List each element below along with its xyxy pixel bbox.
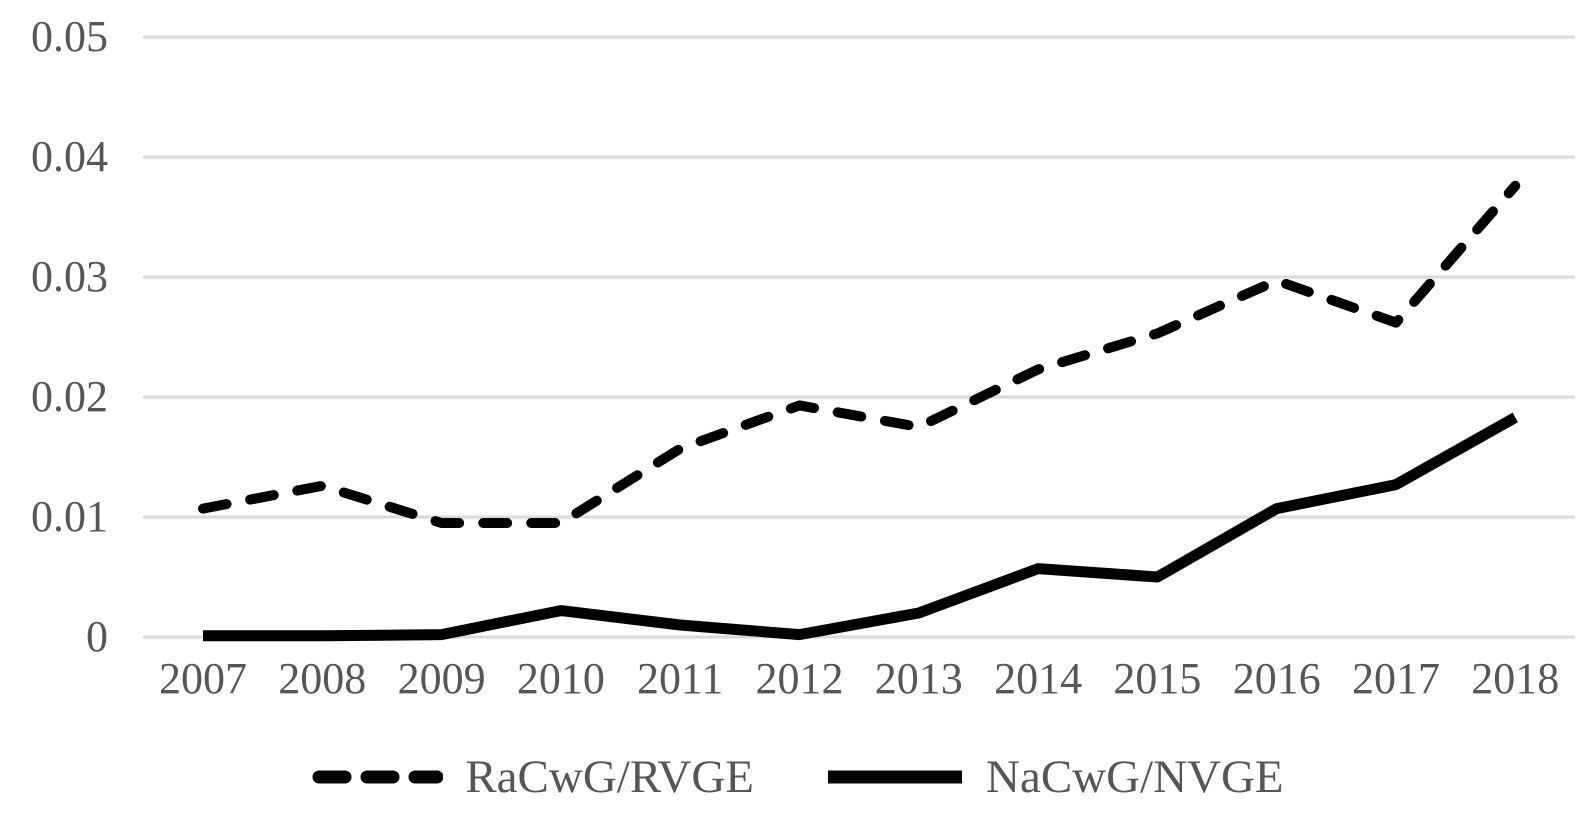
dashed-line-swatch-icon: [312, 770, 444, 784]
x-axis-tick-label: 2009: [397, 654, 486, 703]
y-axis-tick-label: 0.02: [31, 372, 108, 421]
y-axis-tick-label: 0: [86, 612, 108, 661]
x-axis-tick-label: 2018: [1471, 654, 1560, 703]
x-axis-tick-label: 2015: [1113, 654, 1202, 703]
legend: RaCwG/RVGE NaCwG/NVGE: [0, 742, 1595, 812]
x-axis-tick-label: 2017: [1352, 654, 1440, 703]
x-axis-tick-label: 2010: [516, 654, 605, 703]
y-axis-tick-label: 0.04: [31, 132, 108, 181]
series-line-racwg-rvge: [198, 180, 1521, 528]
y-axis-tick-label: 0.03: [31, 252, 108, 301]
x-axis-tick-label: 2014: [994, 654, 1083, 703]
x-axis-tick-label: 2008: [278, 654, 367, 703]
legend-item-racwg-rvge: RaCwG/RVGE: [311, 750, 754, 804]
x-axis-tick-label: 2011: [637, 654, 724, 703]
x-axis-tick-label: 2016: [1232, 654, 1321, 703]
x-axis-tick-label: 2007: [159, 654, 247, 703]
legend-label: NaCwG/NVGE: [986, 751, 1284, 803]
x-axis-tick-label: 2013: [874, 654, 963, 703]
y-axis-tick-label: 0.01: [31, 492, 108, 541]
y-axis-tick-label: 0.05: [31, 12, 108, 61]
legend-item-nacwg-nvge: NaCwG/NVGE: [826, 750, 1284, 804]
series-line-nacwg-nvge: [203, 412, 1518, 642]
solid-line-swatch-icon: [828, 770, 963, 784]
legend-label: RaCwG/RVGE: [465, 751, 755, 803]
x-axis-tick-label: 2012: [755, 654, 844, 703]
